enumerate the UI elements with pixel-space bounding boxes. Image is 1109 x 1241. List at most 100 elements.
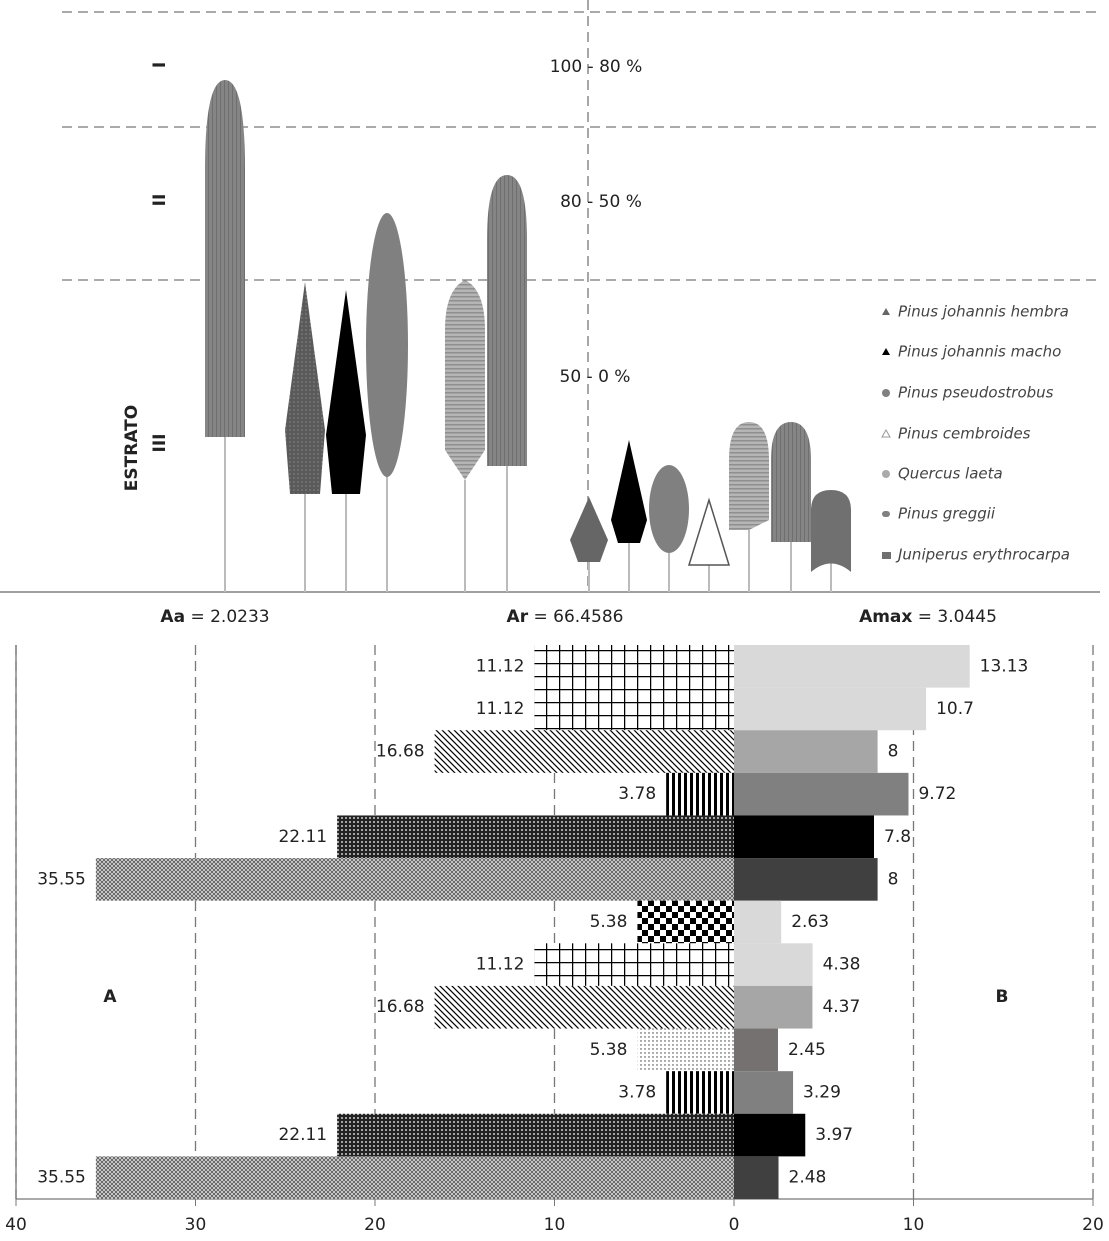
data-label: 3.97 [815,1125,853,1145]
legend: Pinus johannis hembra Pinus johannis mac… [881,303,1070,564]
data-label: 35.55 [37,869,86,889]
data-label: 16.68 [376,997,425,1017]
data-label: 22.11 [278,827,327,847]
bar [734,858,878,901]
x-tick-label: 10 [903,1215,925,1235]
index-label: Aa = 2.0233 [160,607,269,627]
data-label: 8 [888,742,899,762]
series-label: B [996,987,1009,1007]
layer-label: 100 - 80 % [550,57,643,77]
x-tick-label: 20 [1082,1215,1104,1235]
legend-label: Pinus johannis macho [898,343,1061,361]
data-label: 22.11 [278,1125,327,1145]
data-label: 5.38 [590,912,628,932]
bar [734,772,909,816]
data-label: 11.12 [476,656,525,676]
legend-label: Juniperus erythrocarpa [895,546,1070,564]
bar [434,730,734,773]
legend-label: Quercus laeta [898,465,1003,483]
data-label: 11.12 [476,699,525,719]
data-label: 4.37 [822,997,860,1017]
data-label: 8 [888,869,899,889]
data-label: 3.78 [618,1082,656,1102]
data-label: 7.8 [884,827,911,847]
data-label: 11.12 [476,955,525,975]
bar [534,645,734,688]
tree-crown [729,422,769,530]
bar [734,1071,794,1114]
bar [734,1156,779,1199]
legend-label: Pinus pseudostrobus [898,384,1054,402]
bar [637,900,734,944]
data-label: 9.72 [918,784,956,804]
index-name: Aa [160,607,185,627]
tree-crown [366,213,408,477]
bar [337,815,734,859]
layer-label: 50 - 0 % [560,367,631,387]
strata-title: ESTRATO [122,405,142,491]
layer-label: 80 - 50 % [560,192,642,212]
bar [734,687,927,731]
data-label: 4.38 [823,955,861,975]
bar [734,943,813,986]
trunks [224,437,832,592]
index-value: = 2.0233 [190,607,269,627]
x-tick-label: 20 [364,1215,386,1235]
x-tick-label: 40 [5,1215,27,1235]
tree-crown [687,497,731,566]
stratum-label: II [150,194,170,207]
index-name: Amax [859,607,912,627]
tree-crown [570,497,608,562]
index-label: Ar = 66.4586 [507,607,624,627]
tree-crown [326,290,366,494]
stratum-label: I [150,62,170,68]
data-label: 5.38 [590,1040,628,1060]
data-label: 16.68 [376,742,425,762]
data-label: 2.63 [791,912,829,932]
tree-crown [285,282,325,494]
x-tick-label: 10 [544,1215,566,1235]
data-label: 2.45 [788,1040,826,1060]
data-label: 10.7 [936,699,974,719]
profile-diagram: 100 - 80 % 80 - 50 % 50 - 0 % I II III E… [0,0,1100,627]
bar [637,1028,734,1072]
stratum-label: III [150,434,170,453]
bar [734,815,875,859]
legend-label: Pinus johannis hembra [898,303,1069,321]
bar [734,900,782,944]
tree-crown [771,422,811,542]
index-name: Ar [507,607,529,627]
bar [95,858,734,901]
bar-chart: 40 30 20 10 0 10 20 11.12 11.12 16.68 3.78 22.11 35.… [5,645,1104,1235]
bar [734,1028,778,1072]
tree-crown [811,490,851,572]
bar [666,1071,734,1114]
bar [734,1113,806,1157]
data-label: 3.78 [618,784,656,804]
tree-crown [487,175,527,466]
tree-crown [649,465,689,553]
data-label: 2.48 [789,1168,827,1188]
data-label: 35.55 [37,1168,86,1188]
index-value: = 66.4586 [534,607,624,627]
tree-crown [611,440,647,543]
tree-crown [205,80,245,437]
bar [95,1156,734,1199]
legend-label: Pinus cembroides [898,425,1031,443]
x-tick-label: 30 [185,1215,207,1235]
series-label: A [103,987,117,1007]
bar [534,943,734,986]
legend-label: Pinus greggii [898,505,996,523]
x-tick-label: 0 [729,1215,740,1235]
bar [734,730,878,773]
data-label: 3.29 [803,1082,841,1102]
bar [666,772,734,816]
tree-crown [445,280,485,480]
data-label: 13.13 [980,656,1029,676]
bar [337,1113,734,1157]
bar [434,985,734,1029]
bar [534,687,734,731]
bar [734,985,813,1029]
index-label: Amax = 3.0445 [859,607,997,627]
